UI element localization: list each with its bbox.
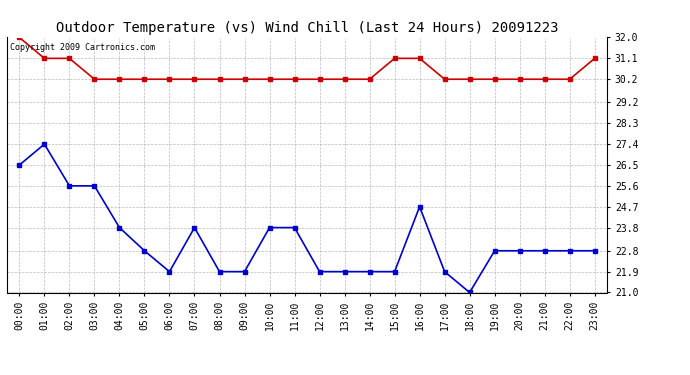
Title: Outdoor Temperature (vs) Wind Chill (Last 24 Hours) 20091223: Outdoor Temperature (vs) Wind Chill (Las…: [56, 21, 558, 35]
Text: Copyright 2009 Cartronics.com: Copyright 2009 Cartronics.com: [10, 43, 155, 52]
